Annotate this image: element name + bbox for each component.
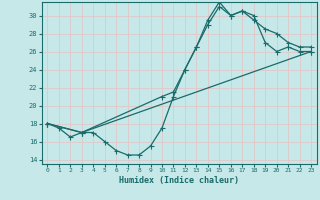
X-axis label: Humidex (Indice chaleur): Humidex (Indice chaleur)	[119, 176, 239, 185]
